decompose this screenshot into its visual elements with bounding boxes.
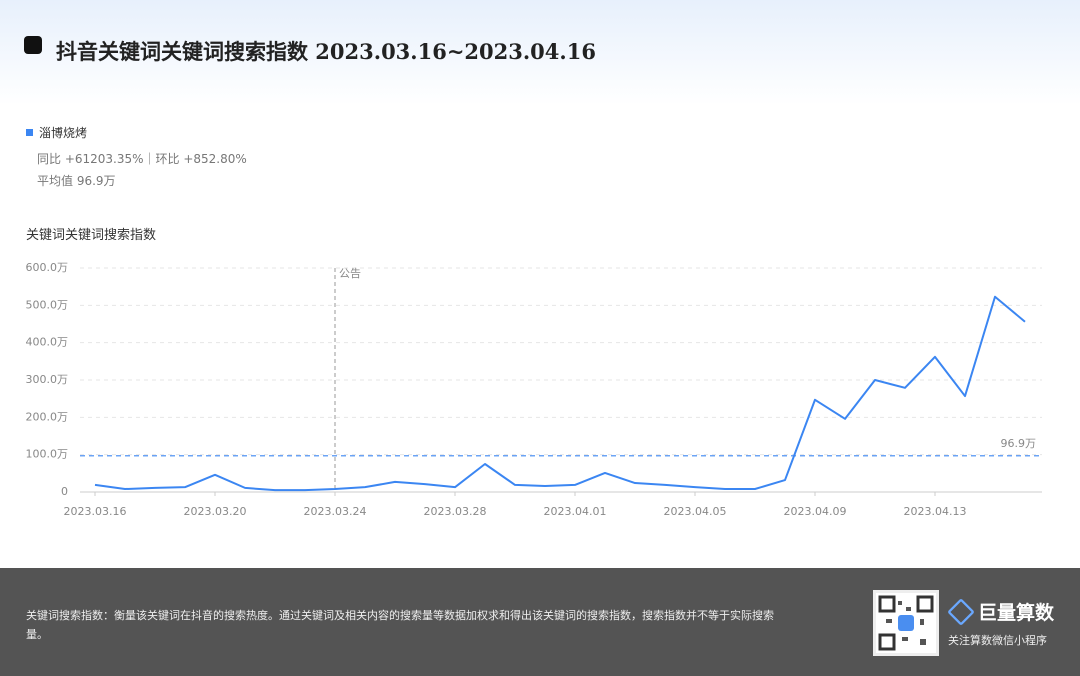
- y-tick-label: 400.0万: [26, 336, 69, 349]
- y-tick-label: 0: [61, 485, 68, 498]
- chart: 0 100.0万 200.0万 300.0万 400.0万 500.0万 600.0万 202…: [26, 261, 1042, 518]
- y-tick-label: 200.0万: [26, 410, 69, 423]
- annotation-label: 公告: [339, 267, 361, 280]
- brand-caption: 关注算数微信小程序: [948, 634, 1047, 647]
- brand-name: 巨量算数: [978, 602, 1055, 624]
- page-title: 抖音关键词关键词搜索指数 2023.03.16~2023.04.16: [56, 39, 596, 64]
- series-line: [94, 295, 1026, 492]
- change-stat: 同比 +61203.35%｜环比 +852.80%: [37, 152, 247, 166]
- x-tick-label: 2023.04.05: [664, 505, 727, 518]
- y-tick-label: 500.0万: [26, 298, 69, 311]
- legend-item: 淄博烧烤: [26, 124, 87, 141]
- y-tick-label: 100.0万: [26, 448, 69, 461]
- qr-code: [873, 590, 939, 656]
- footer: 关键词搜索指数：衡量该关键词在抖音的搜索热度。通过关键词及相关内容的搜索量等数据…: [0, 568, 1080, 676]
- x-tick-label: 2023.03.28: [424, 505, 487, 518]
- x-tick-label: 2023.04.09: [784, 505, 847, 518]
- y-tick-label: 300.0万: [26, 373, 69, 386]
- x-tick-label: 2023.03.24: [304, 505, 367, 518]
- legend-swatch: [26, 129, 33, 136]
- average-label: 96.9万: [1001, 437, 1037, 450]
- y-tick-label: 600.0万: [26, 261, 69, 274]
- x-tick-label: 2023.03.16: [64, 505, 127, 518]
- x-tick-label: 2023.03.20: [184, 505, 247, 518]
- x-tick-label: 2023.04.01: [544, 505, 607, 518]
- brand-icon: [947, 598, 975, 626]
- x-tick-label: 2023.04.13: [904, 505, 967, 518]
- footer-description: 关键词搜索指数：衡量该关键词在抖音的搜索热度。通过关键词及相关内容的搜索量等数据…: [26, 609, 774, 641]
- header: 抖音关键词关键词搜索指数 2023.03.16~2023.04.16: [0, 0, 1080, 105]
- legend-label: 淄博烧烤: [39, 126, 88, 140]
- chart-title: 关键词关键词搜索指数: [26, 228, 157, 243]
- app-logo: [24, 36, 42, 54]
- average-stat: 平均值 96.9万: [37, 174, 116, 188]
